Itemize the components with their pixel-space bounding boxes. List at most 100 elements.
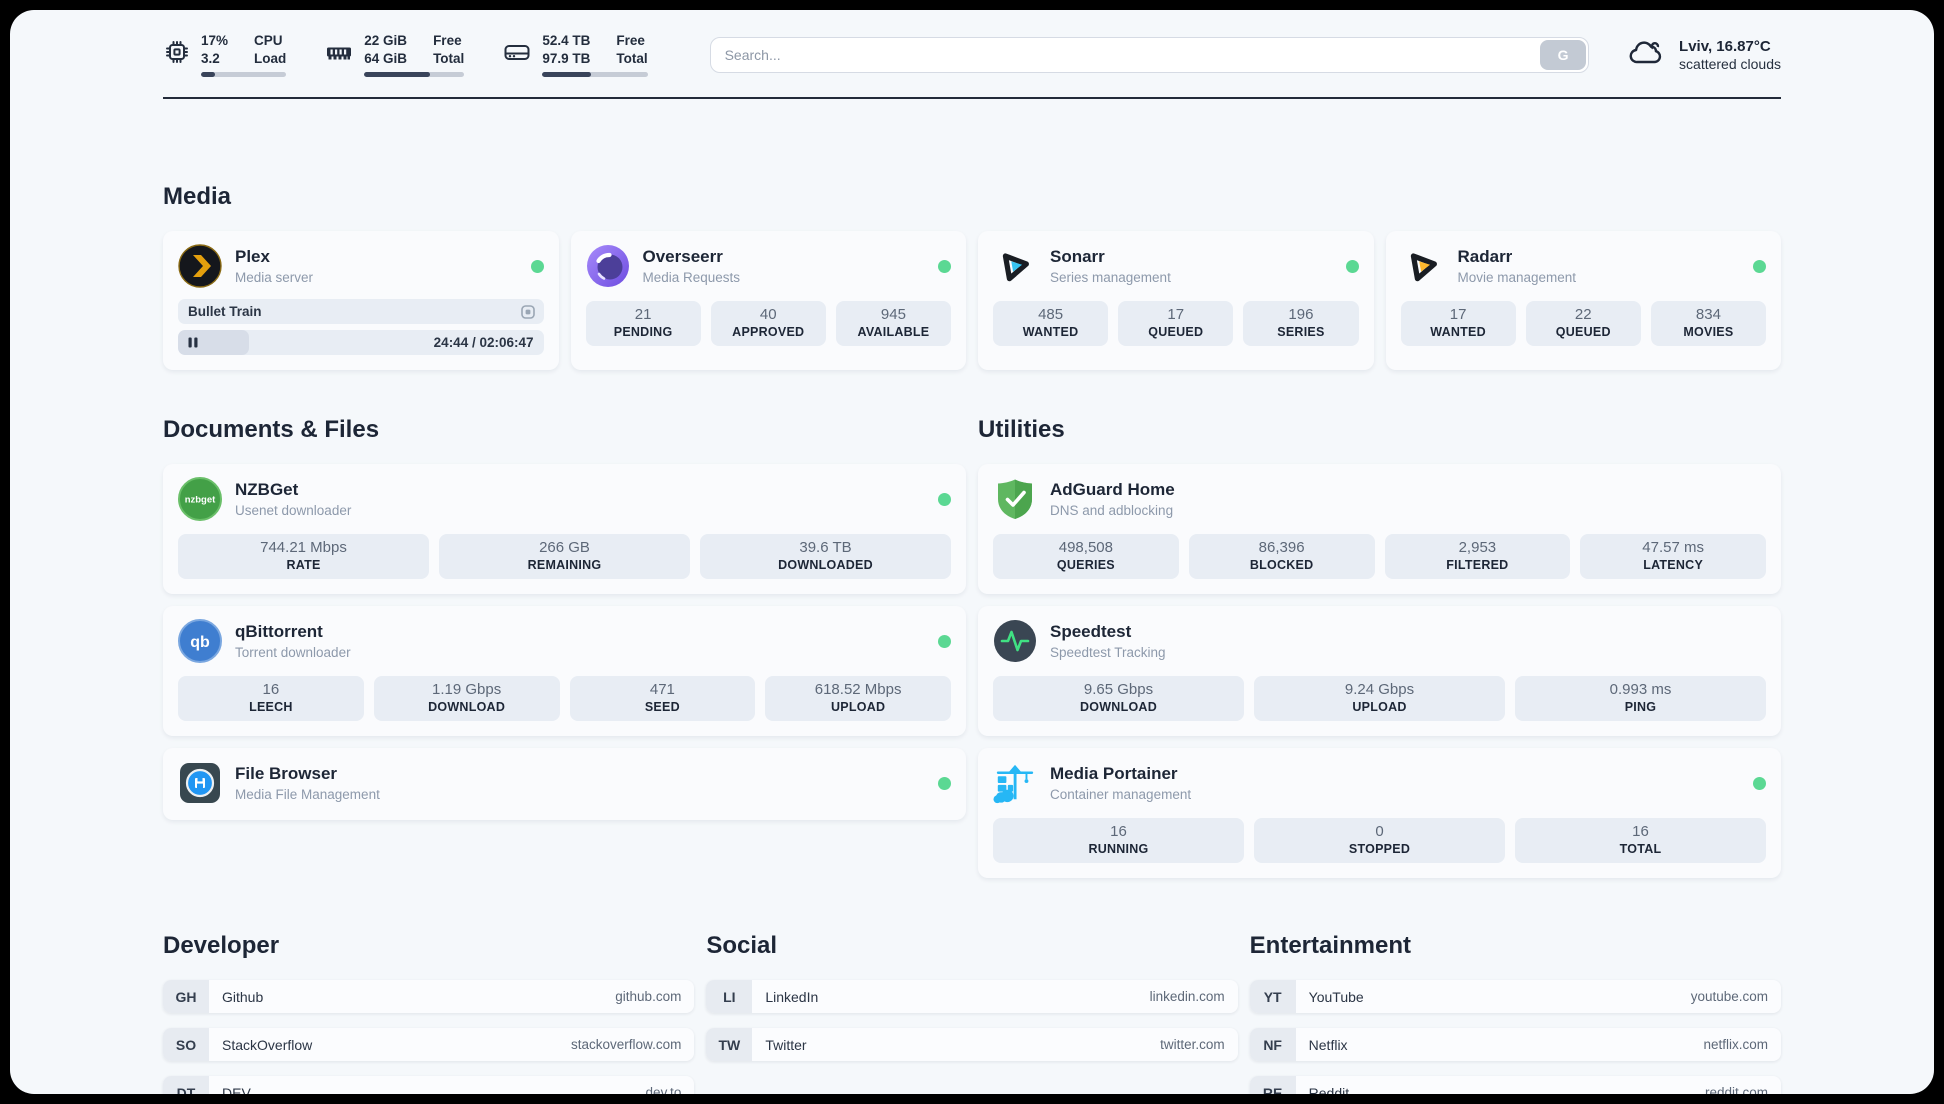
memory-progress-fill xyxy=(364,72,431,78)
disk-total-label: Total xyxy=(616,50,648,66)
plex-playback-progressbar: 24:44 / 02:06:47 xyxy=(178,330,544,356)
app-name: File Browser xyxy=(235,764,338,784)
qbittorrent-icon: qb xyxy=(178,619,222,664)
svg-text:nzbget: nzbget xyxy=(185,495,216,506)
memory-total-label: Total xyxy=(433,50,465,66)
link-row-reddit[interactable]: RE Reddit reddit.com xyxy=(1249,1076,1781,1094)
status-dot xyxy=(1345,259,1359,273)
link-abbr: YT xyxy=(1249,980,1296,1014)
stat-pending: 21 PENDING xyxy=(585,301,701,347)
app-card-filebrowser[interactable]: File Browser Media File Management xyxy=(163,748,966,821)
search-provider-button[interactable]: G xyxy=(1540,39,1587,70)
app-name: qBittorrent xyxy=(235,622,323,642)
app-card-portainer[interactable]: Media Portainer Container management 16 … xyxy=(978,748,1781,879)
cpu-usage-label: CPU xyxy=(254,33,283,48)
screen-session-icon xyxy=(520,304,536,320)
radarr-icon xyxy=(1401,244,1445,288)
filebrowser-icon xyxy=(178,761,222,805)
stat-movies: 834 MOVIES xyxy=(1650,301,1767,347)
link-name: StackOverflow xyxy=(222,1036,313,1053)
social-column: Social LI LinkedIn linkedin.com TW Twitt… xyxy=(706,932,1238,1076)
link-url: dev.to xyxy=(645,1085,682,1094)
stat-series: 196 SERIES xyxy=(1243,301,1359,347)
dashboard-page: 17% 3.2 CPU Load xyxy=(10,10,1934,1094)
app-desc: Series management xyxy=(1050,270,1171,286)
utilities-column: Utilities AdGuard Home xyxy=(978,370,1781,879)
section-title-utilities: Utilities xyxy=(978,416,1065,444)
plex-now-playing-row: Bullet Train xyxy=(178,299,544,325)
section-title-entertainment: Entertainment xyxy=(1249,932,1412,960)
link-url: reddit.com xyxy=(1704,1085,1768,1094)
app-card-nzbget[interactable]: nzbget NZBGet Usenet downloader 744.21 M… xyxy=(163,464,966,595)
link-name: Twitter xyxy=(765,1036,807,1053)
stat-available: 945 AVAILABLE xyxy=(835,301,952,347)
link-row-stackoverflow[interactable]: SO StackOverflow stackoverflow.com xyxy=(163,1028,695,1062)
app-desc: Speedtest Tracking xyxy=(1050,645,1166,661)
app-card-speedtest[interactable]: Speedtest Speedtest Tracking 9.65 Gbps D… xyxy=(978,606,1781,737)
stat-upload: 9.24 Gbps UPLOAD xyxy=(1254,676,1505,722)
search-input[interactable] xyxy=(709,36,1590,73)
section-title-developer: Developer xyxy=(163,932,280,960)
status-dot xyxy=(938,259,951,273)
speedtest-icon xyxy=(993,619,1037,663)
header-divider xyxy=(163,97,1781,100)
section-title-social: Social xyxy=(706,932,778,960)
link-name: Reddit xyxy=(1308,1084,1350,1094)
stat-rate: 744.21 Mbps RATE xyxy=(178,534,429,580)
svg-text:qb: qb xyxy=(190,634,210,651)
link-url: github.com xyxy=(615,989,682,1005)
disk-icon xyxy=(502,37,532,72)
app-card-radarr[interactable]: Radarr Movie management 17 WANTED 22 QUE… xyxy=(1385,231,1781,371)
link-name: YouTube xyxy=(1308,988,1364,1005)
app-name: AdGuard Home xyxy=(1050,480,1175,500)
app-card-adguard[interactable]: AdGuard Home DNS and adblocking 498,508 … xyxy=(978,464,1781,595)
disk-free-label: Free xyxy=(616,33,645,48)
section-title-media: Media xyxy=(163,183,232,211)
memory-free-value: 22 GiB xyxy=(364,33,408,48)
link-abbr: RE xyxy=(1249,1076,1296,1094)
disk-progress-fill xyxy=(542,72,591,78)
sonarr-icon xyxy=(993,244,1037,288)
app-card-plex[interactable]: Plex Media server Bullet Train xyxy=(163,231,559,371)
disk-free-value: 52.4 TB xyxy=(542,33,591,48)
stat-upload: 618.52 Mbps UPLOAD xyxy=(765,676,951,722)
app-card-sonarr[interactable]: Sonarr Series management 485 WANTED 17 Q… xyxy=(978,231,1374,371)
app-name: Radarr xyxy=(1457,247,1513,267)
top-bar: 17% 3.2 CPU Load xyxy=(163,10,1781,78)
link-abbr: NF xyxy=(1249,1028,1296,1062)
cpu-widget: 17% 3.2 CPU Load xyxy=(163,32,287,78)
documents-column: Documents & Files nzbget NZBGet Usenet d xyxy=(163,370,966,878)
status-dot xyxy=(1753,259,1766,273)
now-playing-title: Bullet Train xyxy=(188,304,262,320)
developer-column: Developer GH Github github.com SO StackO… xyxy=(163,932,695,1094)
cpu-load-value: 3.2 xyxy=(201,50,220,66)
app-card-overseerr[interactable]: Overseerr Media Requests 21 PENDING 40 A… xyxy=(570,231,966,371)
app-card-qbittorrent[interactable]: qb qBittorrent Torrent downloader 16 LEE… xyxy=(163,606,966,737)
stat-wanted: 485 WANTED xyxy=(993,301,1109,347)
link-row-twitter[interactable]: TW Twitter twitter.com xyxy=(706,1028,1238,1062)
app-name: Plex xyxy=(235,247,270,267)
app-desc: Movie management xyxy=(1457,270,1577,286)
link-name: Github xyxy=(222,988,264,1005)
disk-progressbar xyxy=(542,72,648,78)
link-row-linkedin[interactable]: LI LinkedIn linkedin.com xyxy=(706,980,1238,1014)
stat-stopped: 0 STOPPED xyxy=(1254,818,1505,864)
stat-downloaded: 39.6 TB DOWNLOADED xyxy=(700,534,951,580)
status-dot xyxy=(530,259,544,273)
media-grid: Plex Media server Bullet Train xyxy=(163,231,1781,371)
stat-running: 16 RUNNING xyxy=(993,818,1244,864)
memory-progressbar xyxy=(364,72,465,78)
link-row-github[interactable]: GH Github github.com xyxy=(163,980,695,1014)
link-row-netflix[interactable]: NF Netflix netflix.com xyxy=(1249,1028,1781,1062)
app-desc: Torrent downloader xyxy=(235,645,351,661)
stat-latency: 47.57 ms LATENCY xyxy=(1580,534,1766,580)
memory-widget: 22 GiB 64 GiB Free Total xyxy=(324,32,465,78)
status-dot xyxy=(938,776,951,790)
stat-filtered: 2,953 FILTERED xyxy=(1384,534,1571,580)
link-abbr: TW xyxy=(706,1028,753,1062)
section-title-documents: Documents & Files xyxy=(163,416,380,444)
app-desc: Media server xyxy=(235,270,314,286)
link-row-youtube[interactable]: YT YouTube youtube.com xyxy=(1249,980,1781,1014)
weather-condition: scattered clouds xyxy=(1679,55,1781,72)
link-row-dev[interactable]: DT DEV dev.to xyxy=(163,1076,695,1094)
